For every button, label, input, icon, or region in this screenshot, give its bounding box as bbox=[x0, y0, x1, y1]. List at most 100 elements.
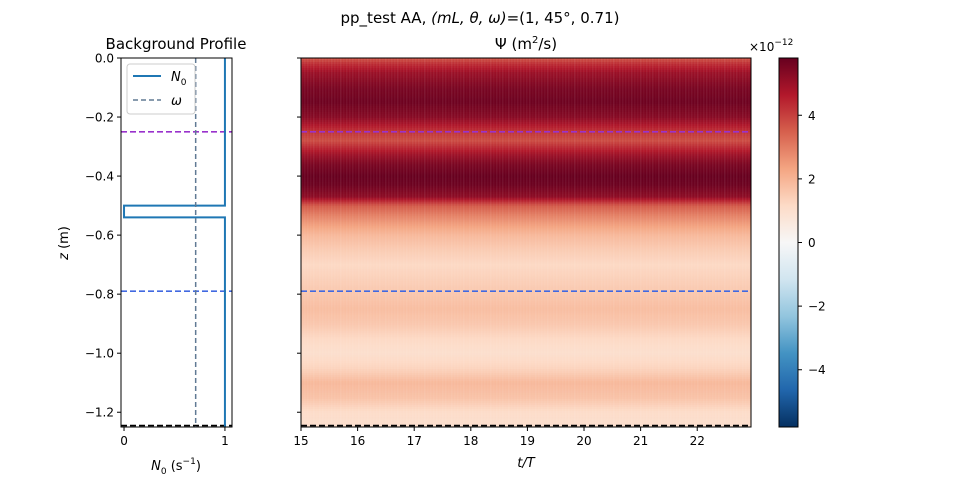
heatmap-texture-stripe bbox=[679, 58, 681, 427]
heatmap-row bbox=[301, 209, 751, 213]
heatmap-texture-stripe bbox=[391, 58, 393, 427]
heatmap-texture-stripe bbox=[508, 58, 510, 427]
heatmap-row bbox=[301, 231, 751, 235]
heatmap-texture-stripe bbox=[502, 58, 504, 427]
heatmap-texture-stripe bbox=[652, 58, 654, 427]
profile-y-tick-label: −1.2 bbox=[85, 406, 114, 420]
profile-axes-frame bbox=[120, 57, 233, 428]
heatmap-texture-stripe bbox=[691, 58, 693, 427]
heatmap-row bbox=[301, 413, 751, 416]
heatmap-reference-lines bbox=[301, 131, 751, 427]
heatmap-texture-stripe bbox=[694, 58, 696, 427]
heatmap-row bbox=[301, 123, 751, 127]
heatmap-texture-stripe bbox=[682, 58, 684, 427]
heatmap-texture-stripe bbox=[685, 58, 687, 427]
heatmap-texture-stripe bbox=[433, 58, 435, 427]
heatmap-row bbox=[301, 79, 751, 83]
heatmap-row bbox=[301, 265, 751, 269]
heatmap-row bbox=[301, 349, 751, 352]
heatmap-row bbox=[301, 255, 751, 259]
heatmap-texture-stripe bbox=[403, 58, 405, 427]
heatmap-x-tick-label: 15 bbox=[293, 434, 308, 448]
heatmap-row bbox=[301, 389, 751, 392]
heatmap-texture-stripe bbox=[382, 58, 384, 427]
heatmap-row bbox=[301, 301, 751, 304]
heatmap-row bbox=[301, 103, 751, 107]
heatmap-texture-stripe bbox=[307, 58, 309, 427]
heatmap-row bbox=[301, 393, 751, 396]
heatmap-row bbox=[301, 75, 751, 79]
heatmap-row bbox=[301, 351, 751, 354]
heatmap-row bbox=[301, 275, 751, 278]
heatmap-row bbox=[301, 101, 751, 105]
heatmap-texture-stripe bbox=[637, 58, 639, 427]
heatmap-texture-stripe bbox=[715, 58, 717, 427]
heatmap-texture-stripe bbox=[658, 58, 660, 427]
heatmap-row bbox=[301, 71, 751, 75]
heatmap-texture-stripe bbox=[616, 58, 618, 427]
heatmap-row bbox=[301, 337, 751, 340]
heatmap-row bbox=[301, 171, 751, 175]
heatmap-texture-stripe bbox=[622, 58, 624, 427]
heatmap-row bbox=[301, 175, 751, 179]
heatmap-texture-stripe bbox=[463, 58, 465, 427]
heatmap-row bbox=[301, 69, 751, 73]
profile-panel: Background Profile 0.0 −0.2 −0.4 −0.6 −0.8 −1… bbox=[57, 35, 246, 477]
heatmap-row bbox=[301, 221, 751, 225]
heatmap-row bbox=[301, 195, 751, 199]
heatmap-texture-stripe bbox=[418, 58, 420, 427]
heatmap-row bbox=[301, 135, 751, 139]
heatmap-texture-stripe bbox=[595, 58, 597, 427]
heatmap-row bbox=[301, 187, 751, 191]
colorbar-scale-label: ×10−12 bbox=[749, 38, 793, 54]
colorbar: 4 2 0 −2 −4 ×10−12 bbox=[749, 38, 826, 428]
heatmap-row bbox=[301, 343, 751, 346]
heatmap-texture-stripe bbox=[439, 58, 441, 427]
heatmap-row bbox=[301, 191, 751, 195]
heatmap-row bbox=[301, 173, 751, 177]
heatmap-row bbox=[301, 143, 751, 147]
heatmap-texture-stripe bbox=[505, 58, 507, 427]
heatmap-x-tick-label: 17 bbox=[407, 434, 422, 448]
heatmap-texture-stripe bbox=[460, 58, 462, 427]
heatmap-row bbox=[301, 283, 751, 286]
heatmap-row bbox=[301, 361, 751, 364]
heatmap-row bbox=[301, 339, 751, 342]
heatmap-row bbox=[301, 115, 751, 119]
heatmap-row bbox=[301, 315, 751, 318]
heatmap-row bbox=[301, 375, 751, 378]
heatmap-row bbox=[301, 97, 751, 101]
heatmap-x-tick-label: 20 bbox=[576, 434, 591, 448]
colorbar-tick-label: −4 bbox=[808, 363, 826, 377]
heatmap-texture-stripe bbox=[721, 58, 723, 427]
heatmap-row bbox=[301, 271, 751, 275]
heatmap-row bbox=[301, 81, 751, 85]
heatmap-row bbox=[301, 147, 751, 151]
heatmap-texture-stripe bbox=[511, 58, 513, 427]
heatmap-row bbox=[301, 215, 751, 219]
heatmap-texture-stripe bbox=[334, 58, 336, 427]
colorbar-tick-label: −2 bbox=[808, 300, 826, 314]
heatmap-texture-stripe bbox=[319, 58, 321, 427]
profile-y-tick-label: −0.8 bbox=[85, 288, 114, 302]
heatmap-row bbox=[301, 345, 751, 348]
heatmap-row bbox=[301, 241, 751, 245]
heatmap-x-tick-label: 18 bbox=[463, 434, 478, 448]
heatmap-texture-stripe bbox=[355, 58, 357, 427]
heatmap-texture-stripe bbox=[499, 58, 501, 427]
heatmap-row bbox=[301, 193, 751, 197]
heatmap-row bbox=[301, 65, 751, 69]
heatmap-row bbox=[301, 419, 751, 422]
heatmap-x-tick-label: 22 bbox=[690, 434, 705, 448]
heatmap-row bbox=[301, 385, 751, 388]
heatmap-texture-stripe bbox=[496, 58, 498, 427]
heatmap-row bbox=[301, 423, 751, 426]
heatmap-row bbox=[301, 403, 751, 406]
heatmap-row bbox=[301, 371, 751, 374]
heatmap-texture-stripe bbox=[661, 58, 663, 427]
heatmap-row bbox=[301, 291, 751, 294]
heatmap-texture-stripe bbox=[526, 58, 528, 427]
heatmap-row bbox=[301, 239, 751, 243]
heatmap-row bbox=[301, 109, 751, 113]
heatmap-texture-stripe bbox=[574, 58, 576, 427]
